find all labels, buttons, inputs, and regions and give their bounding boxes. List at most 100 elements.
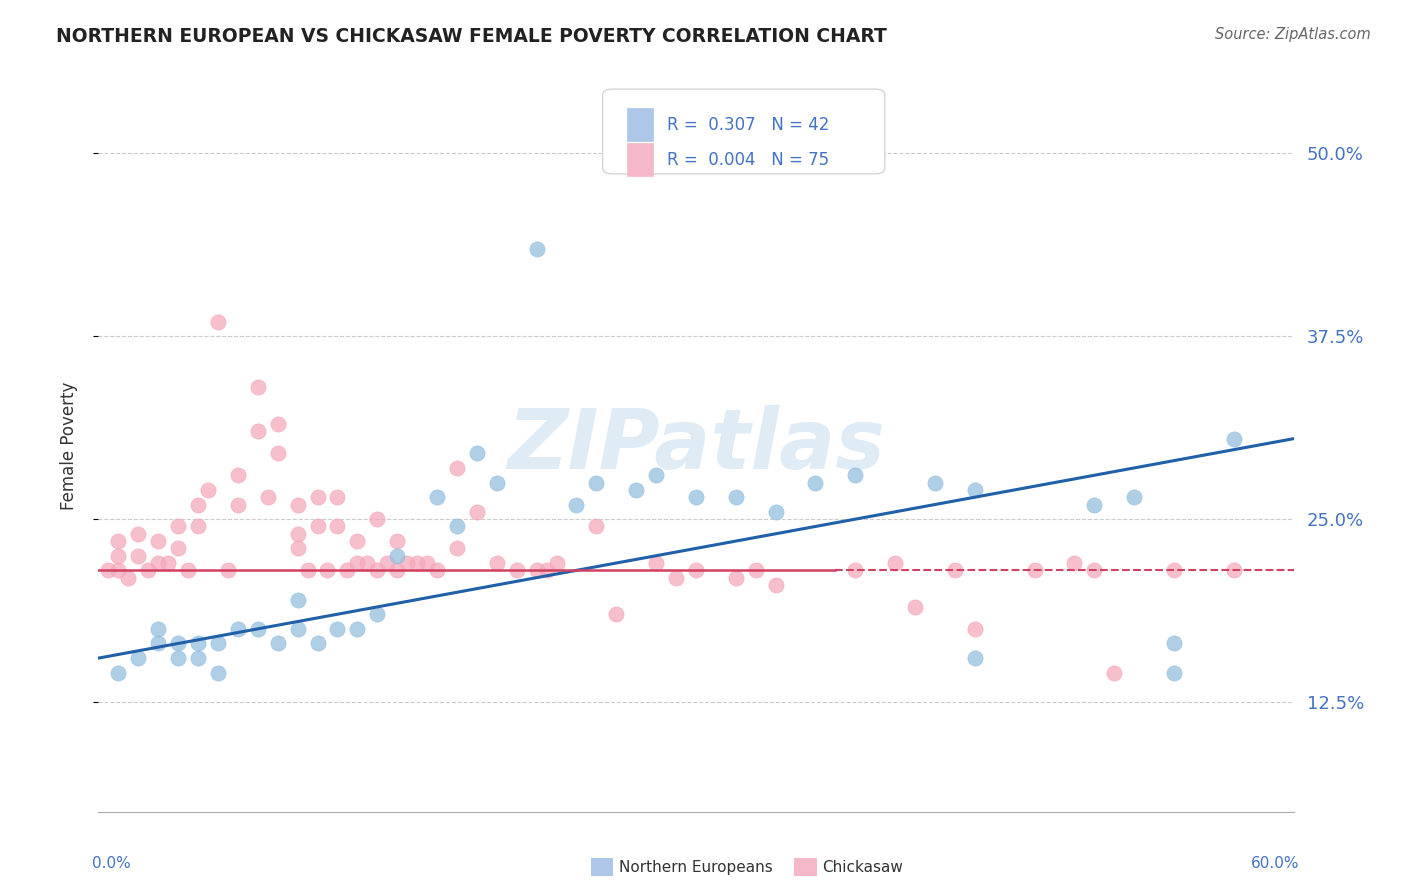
Point xyxy=(246,425,269,439)
Text: 0.0%: 0.0% xyxy=(93,855,131,871)
Point xyxy=(107,563,129,577)
Point xyxy=(246,380,269,394)
Point xyxy=(177,563,200,577)
Point xyxy=(904,599,927,614)
Point xyxy=(148,636,170,650)
Point xyxy=(346,622,368,636)
Point xyxy=(346,556,368,570)
Point xyxy=(148,534,170,549)
Point xyxy=(685,490,707,504)
Point xyxy=(356,556,378,570)
Point xyxy=(526,242,548,256)
Text: NORTHERN EUROPEAN VS CHICKASAW FEMALE POVERTY CORRELATION CHART: NORTHERN EUROPEAN VS CHICKASAW FEMALE PO… xyxy=(56,27,887,45)
Point xyxy=(385,563,409,577)
Point xyxy=(117,571,139,585)
Point xyxy=(665,571,688,585)
Point xyxy=(1163,636,1185,650)
Point xyxy=(1223,563,1246,577)
Point xyxy=(1104,665,1126,680)
Point xyxy=(844,468,866,483)
Point xyxy=(107,665,129,680)
Point xyxy=(446,461,468,475)
Point xyxy=(426,563,449,577)
Point xyxy=(336,563,359,577)
Point xyxy=(287,498,309,512)
Point xyxy=(346,534,368,549)
Point xyxy=(426,490,449,504)
Point xyxy=(1063,556,1085,570)
Point xyxy=(465,446,488,460)
Point xyxy=(963,622,986,636)
Point xyxy=(485,556,508,570)
Point xyxy=(406,556,429,570)
FancyBboxPatch shape xyxy=(627,144,652,176)
Point xyxy=(256,490,278,504)
Point xyxy=(267,446,290,460)
Point xyxy=(197,483,219,497)
Text: 60.0%: 60.0% xyxy=(1251,855,1299,871)
Point xyxy=(148,622,170,636)
Point xyxy=(1083,563,1105,577)
Point xyxy=(287,526,309,541)
Point xyxy=(645,556,668,570)
Point xyxy=(685,563,707,577)
Point xyxy=(924,475,946,490)
Point xyxy=(1123,490,1146,504)
Point xyxy=(416,556,439,570)
Point xyxy=(645,468,668,483)
Point xyxy=(167,519,190,533)
Point xyxy=(217,563,239,577)
Y-axis label: Female Poverty: Female Poverty xyxy=(59,382,77,510)
Point xyxy=(526,563,548,577)
Point xyxy=(884,556,907,570)
Text: Chickasaw: Chickasaw xyxy=(823,860,904,874)
Point xyxy=(136,563,159,577)
Point xyxy=(267,417,290,431)
Point xyxy=(1163,563,1185,577)
Point xyxy=(167,636,190,650)
Point xyxy=(127,526,149,541)
FancyBboxPatch shape xyxy=(603,89,884,174)
Point xyxy=(297,563,319,577)
Point xyxy=(485,475,508,490)
Point xyxy=(157,556,180,570)
Point xyxy=(187,651,209,665)
Point xyxy=(167,541,190,556)
Point xyxy=(375,556,398,570)
Point xyxy=(1024,563,1046,577)
Point xyxy=(605,607,627,622)
Point xyxy=(97,563,120,577)
Point xyxy=(1083,498,1105,512)
Point xyxy=(127,549,149,563)
Point xyxy=(396,556,419,570)
Point xyxy=(207,636,229,650)
Point xyxy=(724,571,747,585)
Point xyxy=(326,490,349,504)
Point xyxy=(565,498,588,512)
Point xyxy=(963,651,986,665)
Point xyxy=(366,512,388,526)
Point xyxy=(267,636,290,650)
Point xyxy=(585,519,607,533)
Point xyxy=(626,483,648,497)
Point xyxy=(107,549,129,563)
Point xyxy=(316,563,339,577)
Point xyxy=(226,622,249,636)
Point xyxy=(187,498,209,512)
Point xyxy=(326,622,349,636)
Point xyxy=(506,563,529,577)
Point xyxy=(385,534,409,549)
Point xyxy=(167,651,190,665)
Point xyxy=(804,475,827,490)
Point xyxy=(465,505,488,519)
Point xyxy=(307,490,329,504)
Text: R =  0.004   N = 75: R = 0.004 N = 75 xyxy=(668,151,830,169)
Point xyxy=(844,563,866,577)
Point xyxy=(187,519,209,533)
Point xyxy=(943,563,966,577)
Point xyxy=(226,468,249,483)
Point xyxy=(385,549,409,563)
Point xyxy=(127,651,149,665)
Point xyxy=(765,505,787,519)
Point xyxy=(366,607,388,622)
